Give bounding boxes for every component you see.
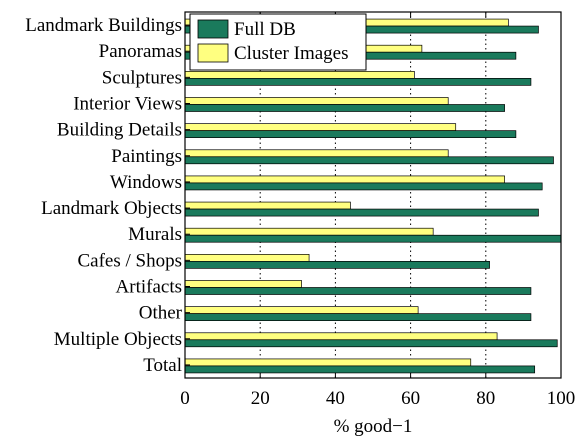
- bar-full-db: [184, 156, 554, 165]
- category-label: Landmark Buildings: [25, 15, 182, 36]
- category-label: Building Details: [57, 120, 182, 141]
- category-label: Total: [143, 355, 182, 376]
- legend-swatch: [197, 19, 229, 39]
- bar-full-db: [184, 104, 505, 112]
- bar-full-db: [184, 313, 532, 321]
- category-label: Landmark Objects: [41, 198, 182, 219]
- x-axis-label: % good−1: [334, 416, 413, 437]
- category-label: Artifacts: [116, 277, 182, 298]
- category-label: Other: [139, 303, 183, 324]
- bar-full-db: [184, 365, 536, 374]
- bar-cluster-images: [184, 201, 351, 210]
- bar-full-db: [184, 130, 517, 138]
- bar-full-db: [184, 208, 539, 217]
- x-axis-ticks: 0 20 40 60 80 100: [180, 12, 575, 409]
- category-label: Sculptures: [102, 67, 182, 88]
- bar-full-db: [184, 287, 532, 295]
- category-label: Paintings: [111, 146, 182, 167]
- bar-cluster-images: [184, 123, 457, 131]
- bar-full-db: [184, 78, 532, 86]
- bar-full-db: [184, 182, 543, 191]
- plot-frame: [184, 11, 562, 379]
- bar-cluster-images: [184, 358, 472, 367]
- category-label: Interior Views: [73, 94, 182, 115]
- bar-cluster-images: [184, 306, 419, 314]
- legend-swatch: [197, 43, 229, 63]
- bar-cluster-images: [184, 280, 302, 288]
- legend-label: Cluster Images: [234, 43, 349, 64]
- bar-full-db: [184, 234, 562, 243]
- bar-cluster-images: [184, 254, 310, 262]
- category-label: Cafes / Shops: [78, 250, 183, 271]
- category-label: Windows: [110, 172, 182, 193]
- x-tick-label: 60: [401, 388, 420, 409]
- bar-full-db: [184, 261, 490, 269]
- x-tick-label: 100: [547, 388, 576, 409]
- bar-cluster-images: [184, 227, 434, 236]
- bar-cluster-images: [184, 175, 505, 184]
- category-label: Panoramas: [99, 41, 182, 62]
- bar-cluster-images: [184, 149, 449, 158]
- bar-cluster-images: [184, 332, 498, 341]
- legend-label: Full DB: [234, 19, 296, 40]
- category-label: Multiple Objects: [54, 329, 182, 350]
- x-tick-label: 0: [180, 388, 190, 409]
- bar-cluster-images: [184, 97, 449, 105]
- category-labels: Landmark Buildings Panoramas Sculptures Int…: [25, 15, 190, 376]
- x-tick-label: 40: [326, 388, 345, 409]
- bar-full-db: [184, 339, 558, 348]
- x-tick-label: 20: [251, 388, 270, 409]
- x-tick-label: 80: [476, 388, 495, 409]
- bars: [184, 18, 562, 374]
- bar-cluster-images: [184, 71, 415, 79]
- category-label: Murals: [128, 224, 182, 245]
- legend: Full DB Cluster Images: [189, 13, 367, 71]
